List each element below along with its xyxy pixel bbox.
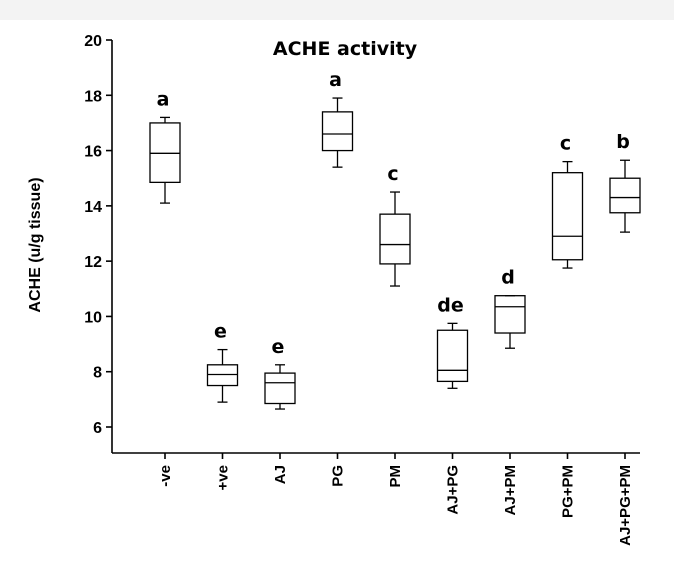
- box-group-0: a: [149, 88, 181, 204]
- box-group-7: c: [551, 133, 584, 269]
- significance-letter: de: [437, 294, 464, 316]
- box-group-3: a: [321, 69, 354, 168]
- axes: 6 8 10 12 14 16 18 20 -ve +ve AJ PG PM AJ+PG AJ+PM PG+P…: [84, 33, 640, 546]
- box: [264, 372, 296, 405]
- box: [321, 111, 354, 152]
- x-tick-label: PG+PM: [560, 465, 577, 518]
- x-tick-label: AJ+PG: [445, 465, 462, 515]
- x-tick-label: PG: [330, 465, 347, 487]
- significance-letter: e: [214, 321, 227, 343]
- x-tick-label: AJ+PM: [502, 465, 519, 515]
- y-tick-label-6: 6: [93, 420, 102, 437]
- box: [436, 329, 469, 383]
- box: [609, 177, 641, 214]
- y-tick-label-18: 18: [84, 88, 102, 105]
- box: [206, 364, 239, 387]
- x-tick-label: -ve: [157, 465, 174, 487]
- significance-letter: a: [157, 88, 170, 110]
- boxes: a e e a c de d c b: [149, 69, 641, 410]
- box-group-6: d: [494, 267, 526, 349]
- box-group-4: c: [379, 163, 411, 287]
- y-tick-label-20: 20: [84, 33, 102, 50]
- significance-letter: b: [616, 131, 630, 153]
- x-tick-label: PM: [387, 465, 404, 488]
- y-tick-label-14: 14: [84, 199, 102, 216]
- chart-title: ACHE activity: [273, 38, 418, 60]
- x-tick-label: AJ+PG+PM: [617, 465, 634, 546]
- y-tick-label-16: 16: [84, 144, 102, 161]
- significance-letter: c: [560, 133, 571, 155]
- x-tick-label: +ve: [215, 465, 232, 490]
- y-axis-label: ACHE (u/g tissue): [27, 177, 44, 312]
- box-group-1: e: [206, 321, 239, 403]
- box-group-2: e: [264, 336, 296, 410]
- y-tick-label-10: 10: [84, 309, 102, 326]
- significance-letter: d: [501, 267, 515, 289]
- box-group-5: de: [436, 294, 469, 389]
- significance-letter: c: [387, 163, 398, 185]
- box: [379, 213, 411, 265]
- box: [149, 122, 181, 184]
- y-tick-label-12: 12: [84, 254, 102, 271]
- y-tick-label-8: 8: [93, 365, 102, 382]
- box-group-8: b: [609, 131, 641, 233]
- significance-letter: e: [272, 336, 285, 358]
- x-tick-label: AJ: [272, 465, 289, 484]
- box: [494, 295, 526, 334]
- top-strip: [0, 0, 674, 20]
- significance-letter: a: [329, 69, 342, 91]
- box: [551, 172, 584, 261]
